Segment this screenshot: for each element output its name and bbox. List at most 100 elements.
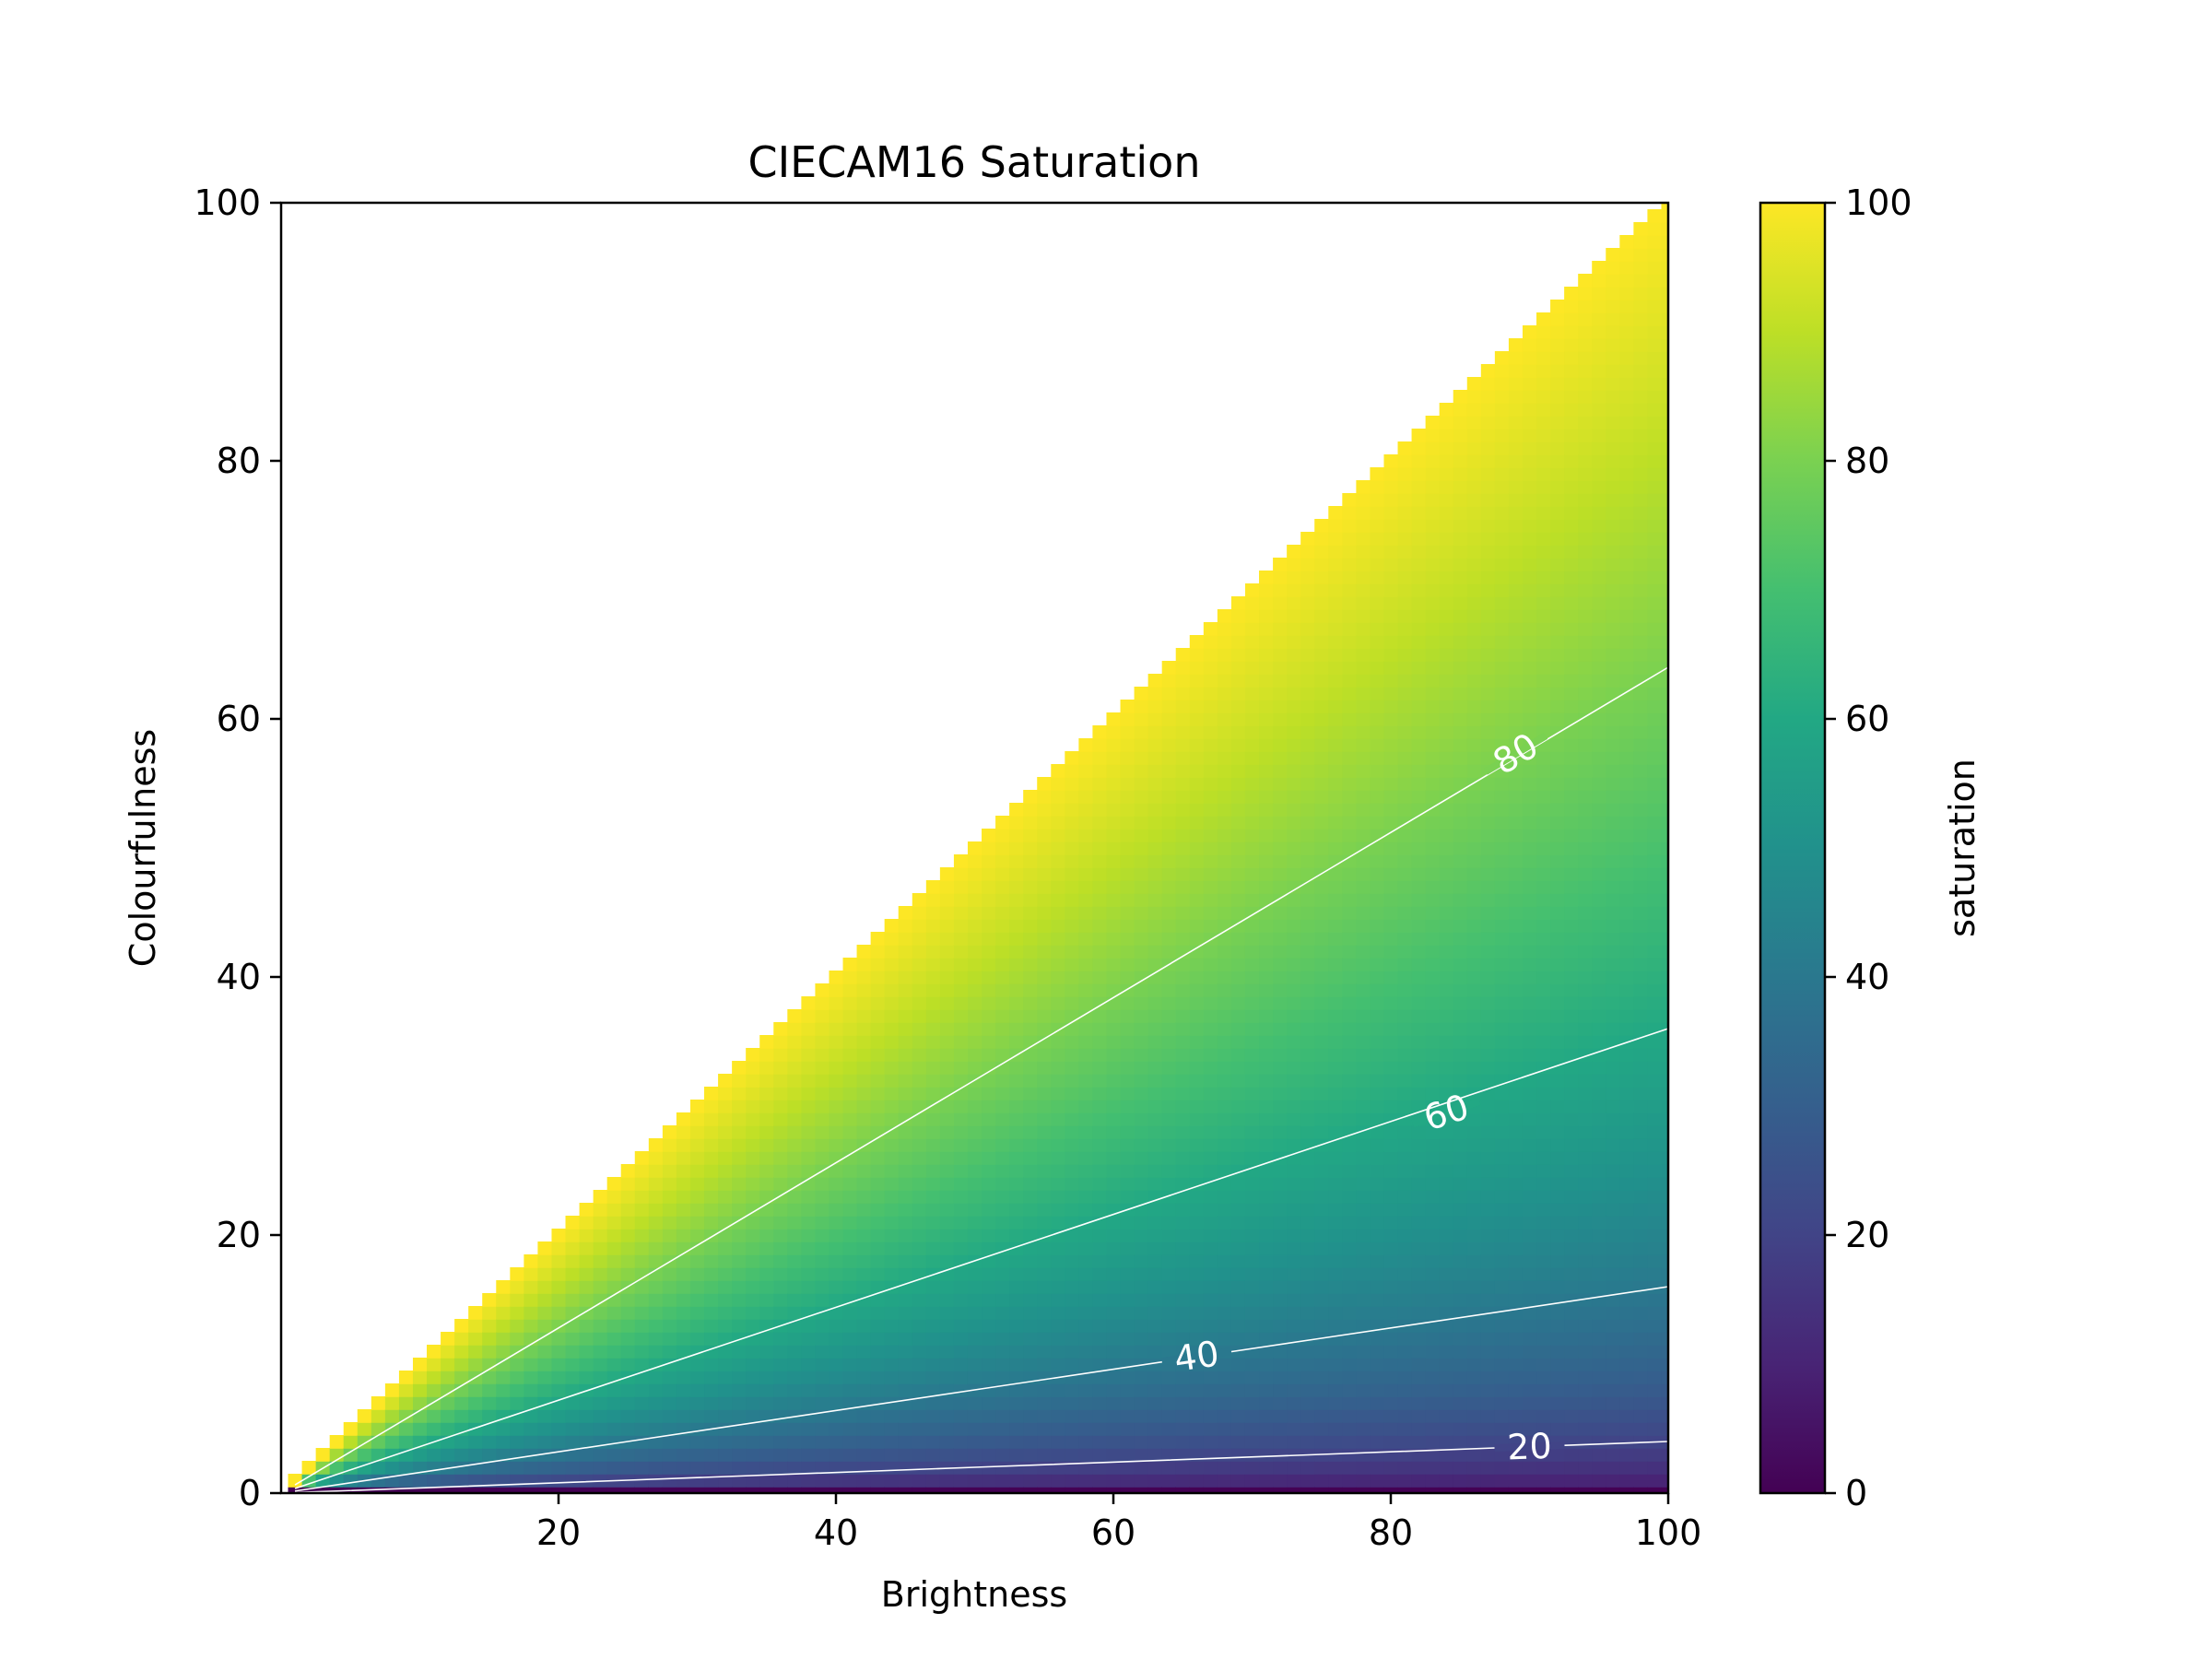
heatmap-cell bbox=[759, 1138, 775, 1152]
heatmap-cell bbox=[1370, 790, 1385, 804]
heatmap-cell bbox=[1383, 1229, 1399, 1242]
heatmap-cell bbox=[884, 945, 900, 959]
heatmap-cell bbox=[1425, 1409, 1441, 1423]
heatmap-cell bbox=[1411, 1319, 1427, 1333]
heatmap-cell bbox=[1023, 1448, 1039, 1462]
heatmap-cell bbox=[1439, 545, 1454, 559]
heatmap-cell bbox=[801, 1358, 817, 1371]
heatmap-cell bbox=[1106, 841, 1122, 855]
heatmap-cell bbox=[1606, 1009, 1621, 1023]
heatmap-cell bbox=[718, 1332, 733, 1346]
heatmap-cell bbox=[1189, 1409, 1205, 1423]
heatmap-cell bbox=[1633, 248, 1649, 262]
heatmap-cell bbox=[1550, 1267, 1565, 1281]
heatmap-cell bbox=[1564, 867, 1579, 881]
heatmap-cell bbox=[1494, 1474, 1510, 1488]
heatmap-cell bbox=[537, 1371, 553, 1384]
heatmap-cell bbox=[870, 1293, 886, 1307]
heatmap-cell bbox=[1244, 1319, 1260, 1333]
heatmap-cell bbox=[1189, 1022, 1205, 1036]
heatmap-cell bbox=[1147, 829, 1163, 842]
heatmap-cell bbox=[1300, 790, 1316, 804]
heatmap-cell bbox=[1273, 1190, 1288, 1204]
heatmap-cell bbox=[787, 1048, 803, 1062]
heatmap-cell bbox=[1383, 1164, 1399, 1178]
heatmap-cell bbox=[1161, 1229, 1177, 1242]
heatmap-cell bbox=[524, 1345, 539, 1359]
heatmap-cell bbox=[579, 1461, 594, 1475]
heatmap-cell bbox=[1522, 751, 1537, 765]
heatmap-cell bbox=[1606, 454, 1621, 468]
heatmap-cell bbox=[1564, 454, 1579, 468]
heatmap-cell bbox=[1120, 700, 1135, 713]
heatmap-cell bbox=[704, 1190, 719, 1204]
heatmap-cell bbox=[842, 1229, 858, 1242]
heatmap-cell bbox=[662, 1306, 677, 1320]
heatmap-cell bbox=[1508, 1241, 1524, 1255]
heatmap-cell bbox=[1439, 738, 1454, 752]
heatmap-cell bbox=[1051, 777, 1066, 791]
heatmap-cell bbox=[1217, 1074, 1232, 1088]
heatmap-cell bbox=[1328, 725, 1344, 739]
heatmap-cell bbox=[1342, 1048, 1358, 1062]
heatmap-cell bbox=[1508, 506, 1524, 520]
heatmap-cell bbox=[1508, 403, 1524, 417]
heatmap-cell bbox=[1439, 1254, 1454, 1268]
heatmap-cells bbox=[288, 203, 1668, 1493]
heatmap-cell bbox=[787, 1448, 803, 1462]
heatmap-cell bbox=[1494, 364, 1510, 378]
heatmap-cell bbox=[995, 1216, 1010, 1230]
heatmap-cell bbox=[1287, 1100, 1301, 1113]
heatmap-cell bbox=[1037, 1009, 1053, 1023]
heatmap-cell bbox=[1453, 403, 1468, 417]
heatmap-cell bbox=[1439, 674, 1454, 688]
heatmap-cell bbox=[801, 1229, 817, 1242]
heatmap-cell bbox=[1494, 700, 1510, 713]
heatmap-cell bbox=[1161, 1203, 1177, 1217]
heatmap-cell bbox=[1466, 506, 1482, 520]
heatmap-cell bbox=[870, 1267, 886, 1281]
heatmap-cell bbox=[676, 1112, 691, 1126]
heatmap-cell bbox=[1619, 700, 1635, 713]
heatmap-cell bbox=[870, 1061, 886, 1075]
heatmap-cell bbox=[1606, 364, 1621, 378]
heatmap-cell bbox=[1592, 506, 1607, 520]
heatmap-cell bbox=[787, 1474, 803, 1488]
heatmap-cell bbox=[1259, 1422, 1274, 1436]
heatmap-cell bbox=[801, 1409, 817, 1423]
heatmap-cell bbox=[1480, 1177, 1496, 1191]
heatmap-cell bbox=[1606, 829, 1621, 842]
heatmap-cell bbox=[1383, 1461, 1399, 1475]
heatmap-cell bbox=[1037, 1061, 1053, 1075]
heatmap-cell bbox=[1009, 816, 1024, 830]
heatmap-cell bbox=[1522, 700, 1537, 713]
heatmap-cell bbox=[884, 1048, 900, 1062]
heatmap-cell bbox=[1522, 1409, 1537, 1423]
heatmap-cell bbox=[1273, 1125, 1288, 1139]
heatmap-cell bbox=[1592, 983, 1607, 997]
heatmap-cell bbox=[1244, 1229, 1260, 1242]
heatmap-cell bbox=[1411, 945, 1427, 959]
heatmap-cell bbox=[829, 1190, 844, 1204]
heatmap-cell bbox=[1564, 1358, 1579, 1371]
heatmap-cell bbox=[1578, 932, 1594, 946]
heatmap-cell bbox=[1092, 1448, 1108, 1462]
heatmap-cell bbox=[1466, 416, 1482, 429]
heatmap-cell bbox=[1217, 983, 1232, 997]
heatmap-cell bbox=[1314, 738, 1330, 752]
heatmap-cell bbox=[1120, 1371, 1135, 1384]
heatmap-cell bbox=[982, 1061, 996, 1075]
heatmap-cell bbox=[1134, 1409, 1149, 1423]
heatmap-cell bbox=[1606, 687, 1621, 700]
heatmap-cell bbox=[1411, 596, 1427, 610]
heatmap-cell bbox=[648, 1487, 664, 1493]
heatmap-cell bbox=[1480, 1074, 1496, 1088]
heatmap-cell bbox=[953, 1422, 969, 1436]
heatmap-cell bbox=[1383, 1280, 1399, 1294]
heatmap-cell bbox=[1578, 596, 1594, 610]
heatmap-cell bbox=[1397, 1048, 1413, 1062]
heatmap-cell bbox=[704, 1435, 719, 1449]
heatmap-cell bbox=[759, 1409, 775, 1423]
heatmap-cell bbox=[606, 1435, 622, 1449]
heatmap-cell bbox=[1134, 687, 1149, 700]
